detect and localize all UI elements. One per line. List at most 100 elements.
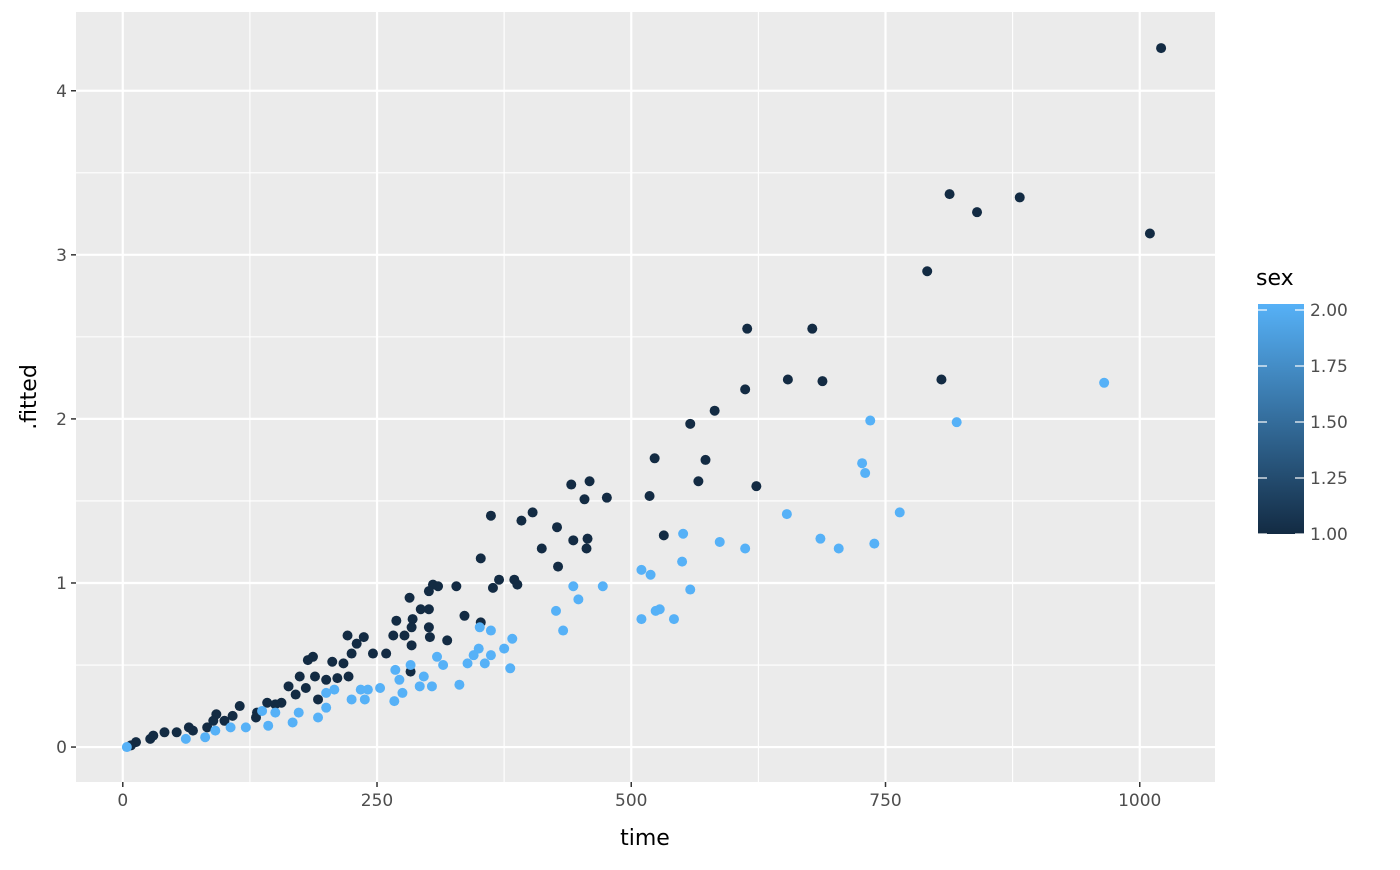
y-tick-label: 0 [56, 738, 67, 758]
data-point-sex-1 [187, 725, 198, 736]
data-point-sex-1 [553, 561, 564, 572]
data-point-sex-2 [180, 733, 191, 744]
y-axis-label: .fitted [17, 364, 42, 430]
data-point-sex-1 [381, 648, 392, 659]
data-point-sex-1 [332, 673, 343, 684]
x-tick-label: 1000 [1118, 791, 1161, 811]
data-point-sex-1 [579, 494, 590, 505]
data-point-sex-1 [740, 384, 751, 395]
data-point-sex-1 [658, 530, 669, 541]
data-point-sex-2 [645, 569, 656, 580]
data-point-sex-1 [936, 374, 947, 385]
data-point-sex-1 [566, 479, 577, 490]
data-point-sex-1 [581, 543, 592, 554]
data-point-sex-1 [742, 323, 753, 334]
data-point-sex-1 [159, 727, 170, 738]
data-point-sex-1 [433, 581, 444, 592]
data-point-sex-1 [512, 579, 523, 590]
data-point-sex-2 [263, 720, 274, 731]
colorbar-tick-label: 1.50 [1310, 413, 1348, 433]
data-point-sex-1 [584, 476, 595, 487]
data-point-sex-2 [505, 663, 516, 674]
data-point-sex-2 [454, 679, 465, 690]
data-point-sex-1 [442, 635, 453, 646]
data-point-sex-1 [309, 671, 320, 682]
data-point-sex-2 [225, 722, 236, 733]
legend: sex 1.00 1.25 1.50 1.75 2.00 [1256, 266, 1348, 545]
data-point-sex-2 [951, 417, 962, 428]
data-point-sex-2 [321, 702, 332, 713]
data-point-sex-2 [507, 633, 518, 644]
data-point-sex-1 [751, 481, 762, 492]
data-point-sex-2 [121, 742, 132, 753]
data-point-sex-1 [171, 727, 182, 738]
data-point-sex-2 [714, 536, 725, 547]
data-point-sex-1 [1156, 43, 1167, 54]
data-point-sex-2 [240, 722, 251, 733]
data-point-sex-1 [944, 189, 955, 200]
data-point-sex-2 [479, 658, 490, 669]
data-points [121, 43, 1167, 753]
data-point-sex-2 [685, 584, 696, 595]
data-point-sex-1 [494, 574, 505, 585]
data-point-sex-1 [582, 533, 593, 544]
data-point-sex-2 [781, 509, 792, 520]
data-point-sex-2 [200, 732, 211, 743]
data-point-sex-2 [270, 707, 281, 718]
legend-title: sex [1256, 266, 1294, 291]
data-point-sex-1 [294, 671, 305, 682]
data-point-sex-1 [358, 632, 369, 643]
data-point-sex-1 [485, 510, 496, 521]
x-axis-label: time [620, 826, 670, 851]
data-point-sex-2 [654, 604, 665, 615]
data-point-sex-2 [321, 687, 332, 698]
x-tick-label: 0 [117, 791, 128, 811]
data-point-sex-2 [636, 564, 647, 575]
data-point-sex-1 [423, 604, 434, 615]
data-point-sex-2 [485, 650, 496, 661]
colorbar [1258, 304, 1304, 534]
data-point-sex-1 [313, 694, 324, 705]
data-point-sex-1 [693, 476, 704, 487]
data-point-sex-1 [552, 522, 563, 533]
data-point-sex-1 [219, 715, 230, 726]
data-point-sex-2 [287, 717, 298, 728]
data-point-sex-2 [375, 682, 386, 693]
data-point-sex-1 [487, 582, 498, 593]
data-point-sex-2 [426, 681, 437, 692]
data-point-sex-1 [407, 614, 418, 625]
data-point-sex-2 [573, 594, 584, 605]
data-point-sex-1 [208, 715, 219, 726]
data-point-sex-2 [414, 681, 425, 692]
data-point-sex-1 [399, 630, 410, 641]
data-point-sex-1 [406, 622, 417, 633]
data-point-sex-2 [740, 543, 751, 554]
data-point-sex-2 [257, 705, 268, 716]
data-point-sex-2 [551, 605, 562, 616]
data-point-sex-2 [394, 674, 405, 685]
data-point-sex-1 [391, 615, 402, 626]
data-point-sex-2 [668, 614, 679, 625]
data-point-sex-2 [860, 468, 871, 479]
data-point-sex-1 [302, 655, 313, 666]
data-point-sex-2 [568, 581, 579, 592]
data-point-sex-2 [636, 614, 647, 625]
data-point-sex-1 [1144, 228, 1155, 239]
grid-lines [76, 12, 1215, 782]
data-point-sex-2 [405, 660, 416, 671]
data-point-sex-1 [423, 622, 434, 633]
data-point-sex-2 [558, 625, 569, 636]
data-point-sex-1 [148, 730, 159, 741]
data-point-sex-1 [415, 604, 426, 615]
data-point-sex-2 [389, 696, 400, 707]
data-point-sex-2 [390, 664, 401, 675]
data-point-sex-1 [227, 710, 238, 721]
data-point-sex-1 [649, 453, 660, 464]
data-point-sex-2 [346, 694, 357, 705]
data-point-sex-1 [300, 682, 311, 693]
plot-panel [76, 12, 1215, 782]
data-point-sex-2 [210, 725, 221, 736]
data-point-sex-1 [527, 507, 538, 518]
data-point-sex-1 [202, 722, 213, 733]
